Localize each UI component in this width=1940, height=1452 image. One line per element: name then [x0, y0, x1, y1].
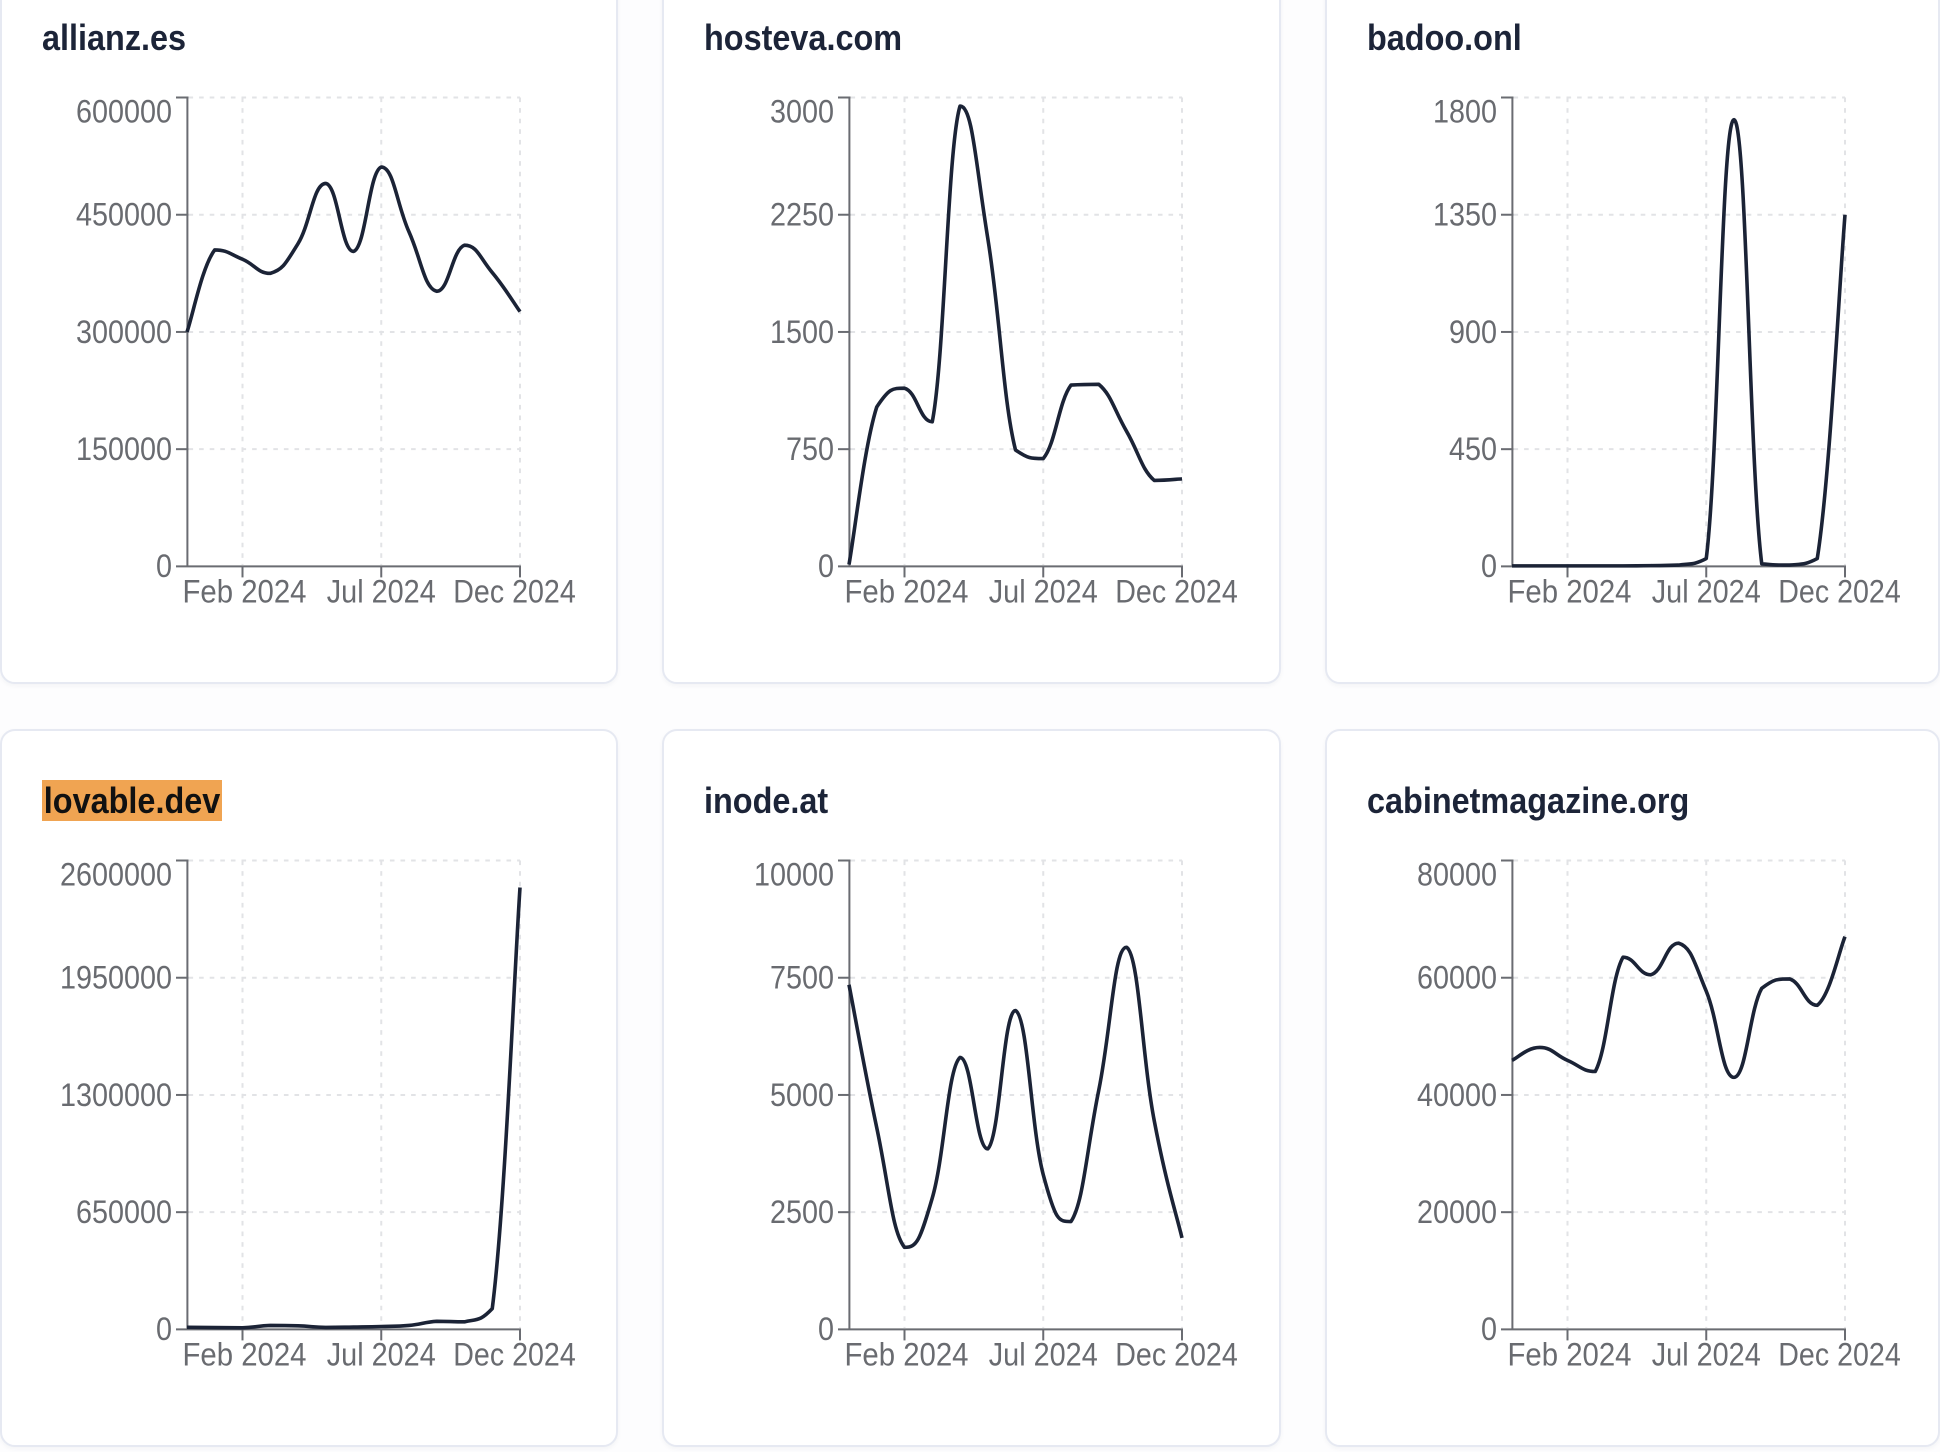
svg-text:0: 0: [818, 1311, 834, 1347]
svg-text:10000: 10000: [754, 857, 834, 893]
svg-text:1500: 1500: [770, 314, 834, 350]
svg-text:750: 750: [786, 431, 834, 467]
svg-text:150000: 150000: [76, 431, 172, 467]
svg-text:2500: 2500: [770, 1194, 834, 1230]
svg-text:Dec 2024: Dec 2024: [1778, 1337, 1901, 1373]
svg-text:450: 450: [1449, 431, 1497, 467]
svg-text:60000: 60000: [1417, 960, 1497, 996]
svg-text:Jul 2024: Jul 2024: [327, 1337, 436, 1373]
svg-text:1300000: 1300000: [60, 1077, 172, 1113]
svg-text:20000: 20000: [1417, 1194, 1497, 1230]
svg-text:40000: 40000: [1417, 1077, 1497, 1113]
svg-text:Feb 2024: Feb 2024: [844, 1337, 968, 1373]
svg-text:0: 0: [1481, 1311, 1497, 1347]
svg-text:0: 0: [156, 548, 172, 584]
svg-text:80000: 80000: [1417, 857, 1497, 893]
svg-text:600000: 600000: [76, 94, 172, 130]
svg-text:0: 0: [156, 1311, 172, 1347]
svg-text:1950000: 1950000: [60, 960, 172, 996]
svg-text:2600000: 2600000: [60, 857, 172, 893]
svg-text:Jul 2024: Jul 2024: [1652, 574, 1761, 610]
svg-text:Jul 2024: Jul 2024: [1652, 1337, 1761, 1373]
svg-text:Jul 2024: Jul 2024: [988, 574, 1097, 610]
svg-text:Feb 2024: Feb 2024: [183, 574, 307, 610]
svg-text:Dec 2024: Dec 2024: [453, 1337, 576, 1373]
svg-text:Feb 2024: Feb 2024: [1507, 574, 1631, 610]
svg-text:7500: 7500: [770, 960, 834, 996]
svg-text:Feb 2024: Feb 2024: [1507, 1337, 1631, 1373]
svg-text:1800: 1800: [1433, 94, 1497, 130]
svg-text:1350: 1350: [1433, 197, 1497, 233]
svg-text:Feb 2024: Feb 2024: [183, 1337, 307, 1373]
svg-text:Dec 2024: Dec 2024: [1115, 1337, 1238, 1373]
svg-text:650000: 650000: [76, 1194, 172, 1230]
svg-text:0: 0: [1481, 548, 1497, 584]
svg-text:450000: 450000: [76, 197, 172, 233]
svg-text:300000: 300000: [76, 314, 172, 350]
svg-text:0: 0: [818, 548, 834, 584]
svg-text:900: 900: [1449, 314, 1497, 350]
svg-text:Dec 2024: Dec 2024: [453, 574, 576, 610]
svg-text:Dec 2024: Dec 2024: [1115, 574, 1238, 610]
svg-text:Dec 2024: Dec 2024: [1778, 574, 1901, 610]
svg-text:2250: 2250: [770, 197, 834, 233]
svg-text:Jul 2024: Jul 2024: [327, 574, 436, 610]
svg-text:Feb 2024: Feb 2024: [844, 574, 968, 610]
svg-text:3000: 3000: [770, 94, 834, 130]
svg-text:Jul 2024: Jul 2024: [988, 1337, 1097, 1373]
svg-text:5000: 5000: [770, 1077, 834, 1113]
